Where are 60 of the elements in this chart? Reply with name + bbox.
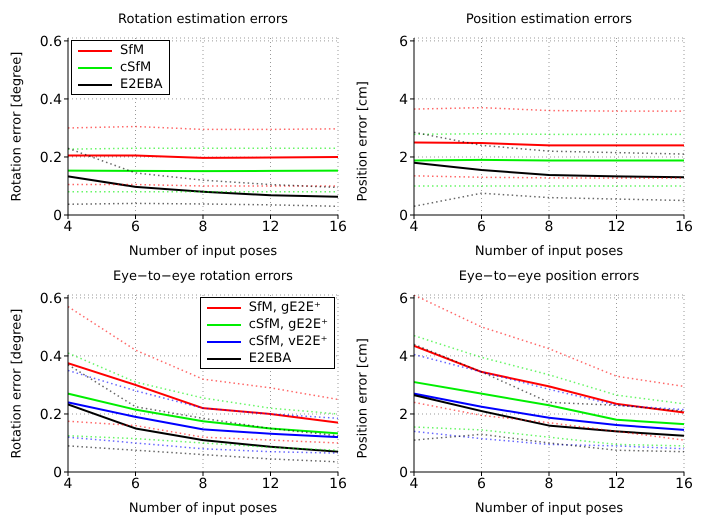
legend-label: cSfM, gE2E⁺ <box>248 316 328 333</box>
x-tick-label: 16 <box>675 476 693 492</box>
y-axis-title: Position error [cm] <box>356 81 371 202</box>
y-tick-label: 4 <box>399 92 408 108</box>
x-tick-label: 6 <box>131 218 140 235</box>
y-tick-label: 0.6 <box>40 290 62 307</box>
x-tick-label: 8 <box>198 218 208 235</box>
y-tick-label: 0 <box>53 464 62 481</box>
y-tick-label: 0.2 <box>40 406 62 423</box>
chart-title: Eye−to−eye position errors <box>458 269 640 284</box>
x-axis-title: Number of input poses <box>128 244 278 259</box>
y-tick-label: 0 <box>53 208 62 224</box>
legend-label: cSfM <box>120 59 152 76</box>
x-tick-label: 12 <box>262 476 280 492</box>
y-tick-label: 0.4 <box>40 348 62 365</box>
x-axis-title: Number of input poses <box>128 501 278 516</box>
x-tick-label: 4 <box>410 218 419 235</box>
x-tick-label: 12 <box>262 218 280 235</box>
x-tick-label: 8 <box>198 476 208 492</box>
y-tick-label: 4 <box>399 348 408 365</box>
x-tick-label: 6 <box>477 218 486 235</box>
y-axis-title: Position error [cm] <box>356 338 371 458</box>
chart-title: Rotation estimation errors <box>117 12 289 27</box>
x-tick-label: 6 <box>131 476 140 492</box>
y-tick-label: 6 <box>399 34 408 50</box>
y-tick-label: 6 <box>399 290 408 307</box>
x-tick-label: 12 <box>608 218 626 235</box>
y-axis-title: Rotation error [degree] <box>10 52 25 202</box>
y-tick-label: 0 <box>399 208 408 224</box>
x-tick-label: 4 <box>64 476 73 492</box>
x-tick-label: 4 <box>410 476 419 492</box>
legend-label: SfM <box>120 42 144 59</box>
x-axis-title: Number of input poses <box>474 244 624 259</box>
legend-label: cSfM, vE2E⁺ <box>248 333 328 350</box>
y-tick-label: 0.2 <box>40 150 62 166</box>
x-axis-title: Number of input poses <box>474 501 624 516</box>
x-tick-label: 16 <box>329 476 347 492</box>
x-tick-label: 8 <box>544 218 554 235</box>
chart-title: Position estimation errors <box>464 12 634 27</box>
y-tick-label: 2 <box>399 150 408 166</box>
legend-label: E2EBA <box>248 350 292 367</box>
line-series <box>67 392 339 434</box>
y-tick-label: 0.6 <box>40 34 62 50</box>
line-series <box>67 362 339 424</box>
y-tick-label: 0 <box>399 464 408 481</box>
legend-label: E2EBA <box>120 76 163 93</box>
legend-label: SfM, gE2E⁺ <box>248 299 321 316</box>
y-tick-label: 2 <box>399 406 408 423</box>
x-tick-label: 12 <box>608 476 626 492</box>
x-tick-label: 16 <box>675 218 693 235</box>
y-tick-label: 0.4 <box>40 92 62 108</box>
x-tick-label: 16 <box>329 218 347 235</box>
y-axis-title: Rotation error [degree] <box>10 308 25 458</box>
chart-title: Eye−to−eye rotation errors <box>112 269 294 284</box>
x-tick-label: 4 <box>64 218 73 235</box>
x-tick-label: 6 <box>477 476 486 492</box>
line-series <box>413 381 685 426</box>
x-tick-label: 8 <box>544 476 554 492</box>
line-series <box>413 392 685 431</box>
line-series <box>67 401 339 438</box>
